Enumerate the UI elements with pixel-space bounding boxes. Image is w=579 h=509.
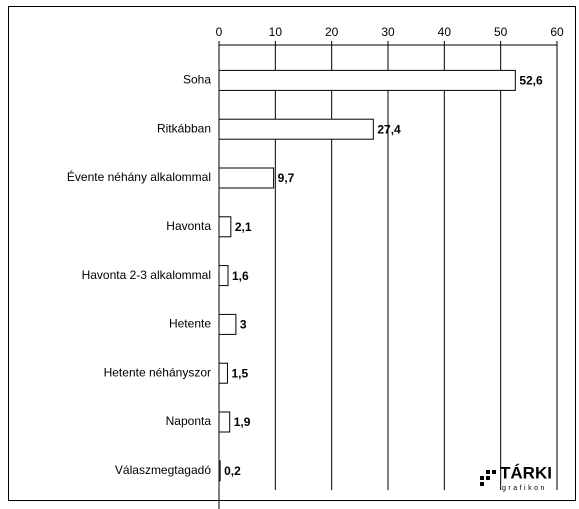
bar (218, 69, 516, 91)
bar (218, 411, 231, 433)
logo-subtitle: grafikon (502, 485, 547, 492)
x-tick-label: 40 (438, 25, 452, 39)
y-tick-label: Hetente (169, 317, 211, 331)
y-tick-label: Havonta 2-3 alkalommal (82, 268, 211, 282)
y-tick-label: Havonta (166, 219, 211, 233)
x-tick-label: 20 (325, 25, 339, 39)
bar (218, 118, 374, 140)
value-label: 9,7 (278, 171, 295, 185)
frame (8, 6, 576, 501)
y-tick-label: Hetente néhányszor (104, 365, 211, 379)
bar (218, 313, 237, 335)
bar (218, 167, 275, 189)
y-tick-label: Évente néhány alkalommal (67, 169, 211, 184)
value-label: 1,9 (234, 415, 251, 429)
logo-icon (480, 476, 484, 480)
logo: TÁRKI grafikon (480, 463, 552, 492)
logo-icon (486, 470, 490, 474)
logo-icon (492, 470, 496, 474)
value-label: 1,6 (232, 269, 249, 283)
value-label: 0,2 (224, 464, 241, 478)
value-label: 3 (240, 318, 247, 332)
bar (218, 265, 229, 287)
x-tick-label: 50 (494, 25, 508, 39)
y-tick-label: Soha (183, 73, 211, 87)
logo-icon (480, 482, 484, 486)
y-tick-label: Naponta (166, 414, 212, 428)
value-label: 27,4 (377, 122, 401, 136)
y-tick-label: Ritkábban (157, 121, 211, 135)
y-tick-label: Válaszmegtagadó (115, 463, 211, 477)
bar (218, 460, 221, 482)
x-tick-label: 10 (269, 25, 283, 39)
logo-icon (486, 476, 490, 480)
logo-title: TÁRKI (500, 463, 552, 482)
value-label: 2,1 (235, 220, 252, 234)
x-tick-label: 60 (550, 25, 564, 39)
bar (218, 216, 232, 238)
bar (218, 362, 228, 384)
value-label: 52,6 (519, 74, 543, 88)
x-tick-label: 30 (381, 25, 395, 39)
value-label: 1,5 (231, 366, 248, 380)
x-tick-label: 0 (216, 25, 223, 39)
